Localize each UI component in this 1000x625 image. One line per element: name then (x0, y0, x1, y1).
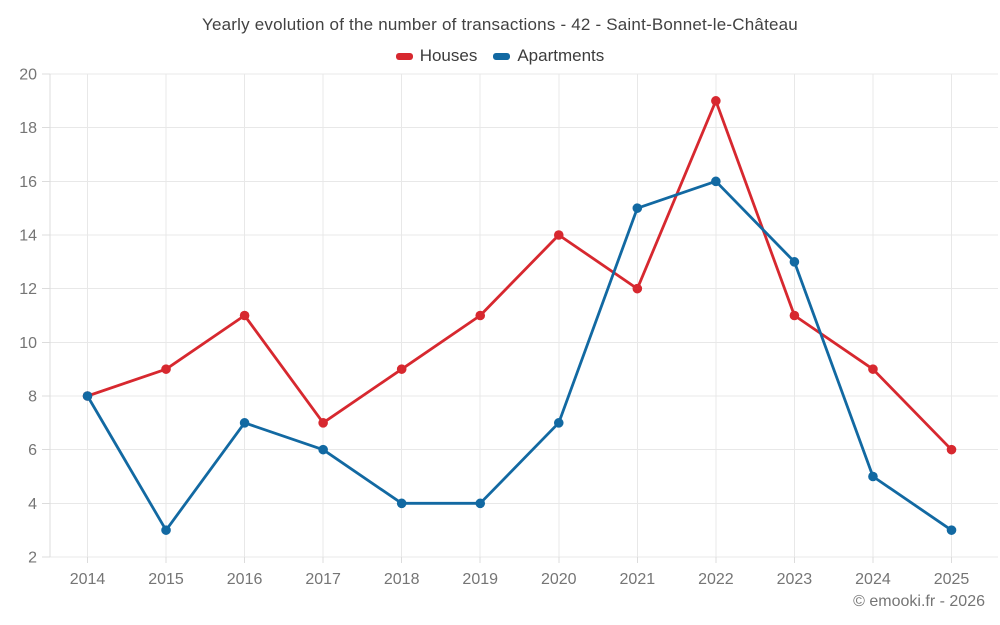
x-axis-label-2022: 2022 (698, 571, 734, 588)
series-houses (82, 96, 957, 455)
data-point-apartments-2021[interactable] (632, 203, 643, 213)
legend-item-apartments[interactable]: Apartments (493, 46, 604, 66)
data-point-houses-2022[interactable] (711, 96, 721, 106)
data-point-apartments-2024[interactable] (868, 471, 878, 482)
x-axis-label-2014: 2014 (70, 571, 106, 588)
x-axis-label-2019: 2019 (462, 571, 498, 588)
y-axis-label-16: 16 (19, 174, 37, 191)
y-axis-label-14: 14 (19, 228, 37, 245)
y-axis-label-8: 8 (28, 389, 37, 406)
data-point-houses-2018[interactable] (396, 364, 407, 374)
data-point-apartments-2018[interactable] (396, 498, 407, 509)
data-point-houses-2017[interactable] (318, 418, 328, 428)
data-point-apartments-2020[interactable] (553, 418, 564, 428)
footer-credit: © emooki.fr - 2026 (853, 593, 985, 610)
y-axis-label-20: 20 (19, 67, 37, 84)
x-axis-label-2025: 2025 (934, 571, 970, 588)
legend-swatch-icon-apartments (493, 52, 511, 60)
y-axis-label-6: 6 (28, 442, 37, 459)
legend-swatch-icon-houses (395, 52, 413, 60)
grid-layer: 2 4 6 8 10 12 14 16 18 20 2014 2015 2016 2017 2018 2019… (19, 67, 998, 588)
series-apartments (82, 176, 957, 535)
x-axis-label-2021: 2021 (620, 571, 656, 588)
chart-title: Yearly evolution of the number of transa… (202, 15, 798, 34)
series-line-apartments (86, 179, 953, 532)
legend-label: Houses (419, 46, 478, 65)
chart-legend: Houses Apartments (0, 46, 1000, 66)
data-point-houses-2025[interactable] (946, 444, 957, 455)
x-axis-label-2016: 2016 (227, 571, 263, 588)
series-line-houses (86, 99, 953, 452)
data-point-apartments-2014[interactable] (82, 391, 93, 401)
data-point-houses-2015[interactable] (161, 364, 171, 374)
data-point-houses-2024[interactable] (868, 364, 878, 374)
x-axis-label-2024: 2024 (855, 571, 891, 588)
y-axis-label-18: 18 (19, 120, 37, 137)
data-point-apartments-2017[interactable] (318, 444, 328, 455)
data-point-houses-2019[interactable] (475, 310, 486, 321)
legend-item-houses[interactable]: Houses (395, 46, 478, 66)
x-axis-label-2018: 2018 (384, 571, 420, 588)
x-axis-label-2017: 2017 (305, 571, 341, 588)
data-point-apartments-2016[interactable] (239, 418, 250, 428)
legend-label: Apartments (517, 46, 605, 65)
data-point-apartments-2022[interactable] (711, 176, 721, 187)
y-axis-label-10: 10 (19, 335, 37, 352)
y-axis-label-4: 4 (28, 496, 37, 513)
data-point-apartments-2015[interactable] (161, 525, 171, 535)
data-point-houses-2021[interactable] (632, 283, 643, 294)
y-axis-label-12: 12 (19, 281, 37, 298)
data-point-apartments-2019[interactable] (475, 498, 486, 509)
data-point-houses-2023[interactable] (789, 310, 800, 321)
x-axis-label-2023: 2023 (777, 571, 813, 588)
data-point-houses-2016[interactable] (239, 310, 250, 321)
x-axis-label-2020: 2020 (541, 571, 577, 588)
x-axis-label-2015: 2015 (148, 571, 184, 588)
y-axis-label-2: 2 (28, 550, 37, 567)
data-point-houses-2020[interactable] (553, 230, 564, 240)
data-point-apartments-2025[interactable] (946, 525, 957, 535)
data-point-apartments-2023[interactable] (789, 257, 800, 267)
